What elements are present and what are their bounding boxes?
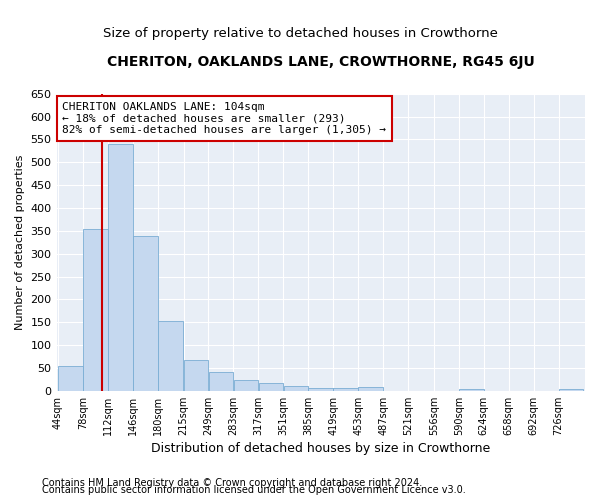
Bar (284, 386, 308, 391)
Bar (83, 228, 108, 391)
Bar (559, 388, 583, 391)
X-axis label: Distribution of detached houses by size in Crowthorne: Distribution of detached houses by size … (151, 442, 490, 455)
Bar (158, 322, 182, 391)
Bar (58, 366, 83, 391)
Bar (308, 388, 333, 391)
Bar (108, 144, 133, 391)
Title: CHERITON, OAKLANDS LANE, CROWTHORNE, RG45 6JU: CHERITON, OAKLANDS LANE, CROWTHORNE, RG4… (107, 55, 535, 69)
Text: Contains HM Land Registry data © Crown copyright and database right 2024.: Contains HM Land Registry data © Crown c… (42, 478, 422, 488)
Y-axis label: Number of detached properties: Number of detached properties (15, 154, 25, 330)
Bar (334, 388, 358, 391)
Bar (259, 383, 283, 391)
Bar (209, 372, 233, 391)
Bar (459, 388, 484, 391)
Bar (184, 360, 208, 391)
Text: Size of property relative to detached houses in Crowthorne: Size of property relative to detached ho… (103, 28, 497, 40)
Bar (358, 386, 383, 391)
Bar (233, 380, 258, 391)
Text: Contains public sector information licensed under the Open Government Licence v3: Contains public sector information licen… (42, 485, 466, 495)
Bar (133, 236, 158, 391)
Text: CHERITON OAKLANDS LANE: 104sqm
← 18% of detached houses are smaller (293)
82% of: CHERITON OAKLANDS LANE: 104sqm ← 18% of … (62, 102, 386, 135)
